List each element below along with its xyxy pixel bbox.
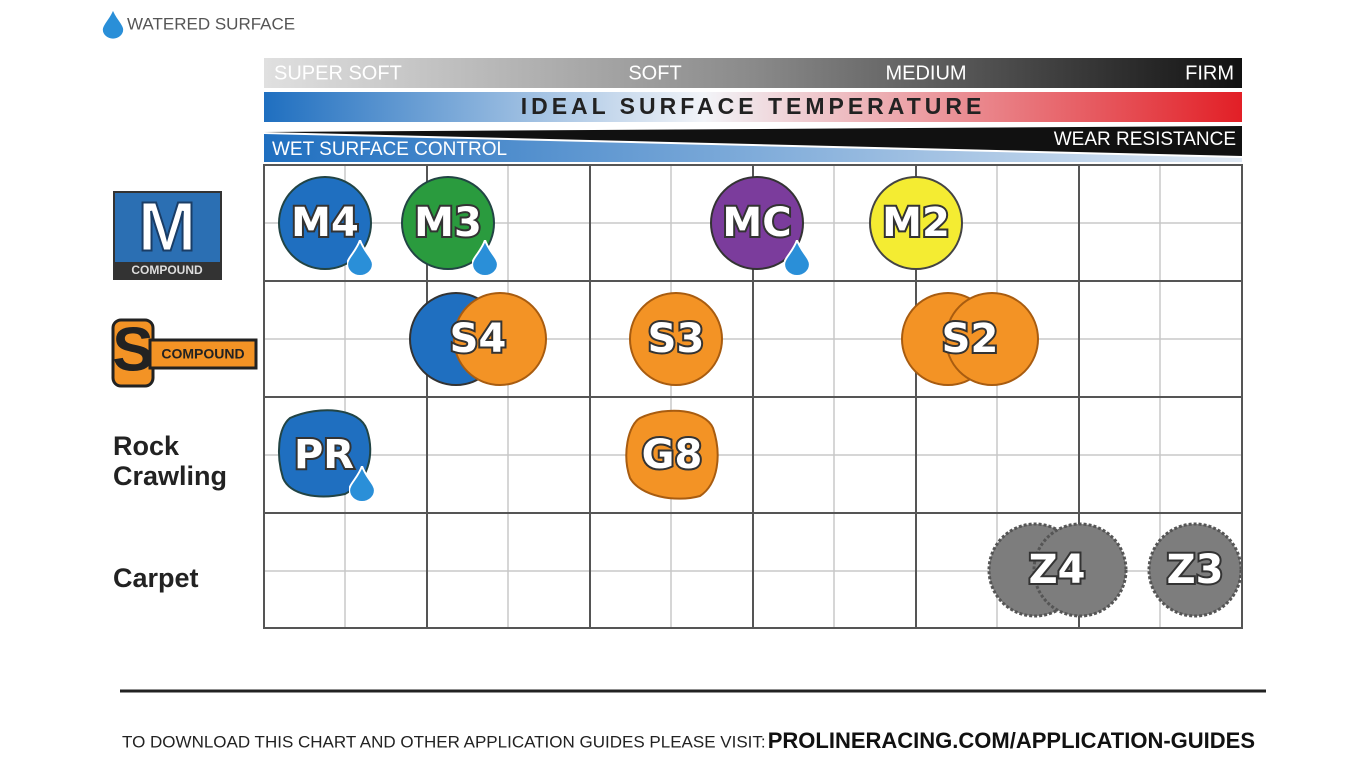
compound: PR [278, 409, 375, 502]
compound: G8 [625, 409, 719, 500]
compound-label: M4 [291, 200, 359, 246]
hardness-label: SOFT [628, 62, 681, 84]
wet-label: WET SURFACE CONTROL [272, 139, 507, 160]
compound-label: G8 [642, 432, 703, 478]
compound: S3 [629, 292, 723, 386]
hardness-label: FIRM [1185, 62, 1234, 84]
compound-label: S2 [942, 316, 999, 362]
hardness-label: SUPER SOFT [274, 62, 402, 84]
compound: MC [710, 176, 810, 276]
compound: Z4 [987, 522, 1128, 618]
hardness-bar [264, 58, 1242, 88]
compound-label: Z3 [1167, 547, 1224, 593]
compound: S2 [901, 292, 1039, 386]
compound-label: M2 [882, 200, 950, 246]
logo-letter: S [112, 315, 153, 384]
row-label: Crawling [113, 461, 227, 491]
wet-bar [264, 134, 1242, 162]
wear-bar [264, 126, 1242, 156]
logo-label: COMPOUND [161, 346, 244, 362]
m-logo: M COMPOUND [113, 186, 222, 280]
footer-url: PROLINERACING.COM/APPLICATION-GUIDES [768, 728, 1255, 753]
compound: M2 [869, 176, 963, 270]
logo-label: COMPOUND [131, 263, 203, 277]
compound-label: MC [722, 200, 791, 246]
compound: Z3 [1147, 522, 1243, 618]
compound-label: S4 [450, 316, 507, 362]
footer-text: TO DOWNLOAD THIS CHART AND OTHER APPLICA… [122, 732, 766, 751]
temperature-label: IDEAL SURFACE TEMPERATURE [521, 93, 986, 119]
wear-label: WEAR RESISTANCE [1054, 129, 1236, 150]
row-label: Carpet [113, 563, 199, 593]
compound-label: PR [294, 432, 354, 478]
compound-label: S3 [648, 316, 705, 362]
s-logo: S COMPOUND [111, 315, 258, 388]
compound-label: M3 [414, 200, 482, 246]
compound: S4 [409, 292, 547, 386]
compound-label: Z4 [1029, 547, 1086, 593]
compound: M3 [401, 176, 498, 276]
logo-letter: M [138, 187, 196, 265]
temperature-bar [264, 92, 1242, 122]
row-label: Rock [113, 431, 180, 461]
hardness-label: MEDIUM [885, 62, 966, 84]
legend-label: WATERED SURFACE [127, 14, 295, 33]
compound: M4 [278, 176, 373, 276]
drop-icon [102, 7, 124, 41]
